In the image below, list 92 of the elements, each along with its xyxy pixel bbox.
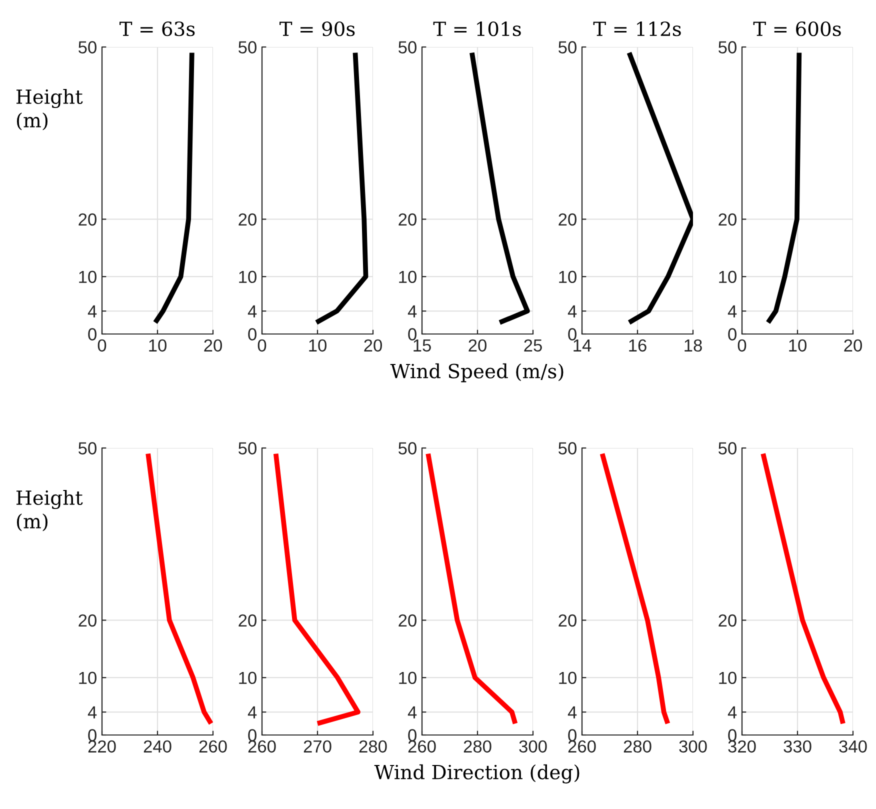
- y-tick-label: 4: [408, 706, 417, 718]
- y-tick-label: 0: [248, 328, 256, 340]
- y-tick-label: 20: [78, 213, 96, 226]
- y-tick-label: 0: [88, 328, 96, 340]
- y-tick-label: 20: [238, 213, 256, 226]
- chart-title: T = 63s: [120, 21, 195, 36]
- y-tick-label: 50: [718, 442, 736, 454]
- y-tick-label: 20: [558, 213, 576, 226]
- y-tick-label: 50: [238, 442, 256, 454]
- y-tick-label: 20: [558, 614, 576, 627]
- line-series: [146, 451, 213, 726]
- x-tick-label: 300: [519, 740, 547, 753]
- x-tick-label: 280: [464, 740, 492, 753]
- line-series: [426, 451, 518, 726]
- x-axis-title: Wind Direction (deg): [374, 764, 580, 784]
- line-series: [273, 451, 360, 726]
- x-tick-label: 280: [624, 740, 652, 753]
- y-tick-label: 20: [398, 213, 416, 226]
- x-tick-label: 270: [304, 740, 332, 753]
- y-tick-label: 10: [719, 672, 736, 684]
- x-tick-label: 10: [309, 339, 326, 352]
- x-tick-label: 20: [204, 339, 222, 352]
- y-tick-label: 20: [238, 614, 256, 627]
- y-tick-label: 10: [399, 270, 416, 284]
- y-axis-title: Height (m): [16, 88, 83, 130]
- y-tick-label: 10: [399, 672, 416, 684]
- y-tick-label: 50: [398, 41, 416, 54]
- y-tick-label: 50: [78, 41, 96, 54]
- x-tick-label: 18: [684, 339, 702, 352]
- x-tick-label: 240: [144, 740, 172, 753]
- chart-title: T = 101s: [433, 21, 521, 36]
- x-tick-label: 15: [414, 340, 431, 352]
- x-tick-label: 0: [738, 339, 746, 352]
- x-tick-label: 10: [789, 339, 806, 352]
- y-tick-label: 4: [248, 706, 257, 718]
- y-axis-title: Height (m): [16, 490, 83, 532]
- y-tick-label: 20: [78, 614, 96, 627]
- y-tick-label: 10: [79, 672, 96, 684]
- y-tick-label: 4: [728, 305, 737, 318]
- y-tick-label: 4: [88, 305, 97, 318]
- line-series: [470, 50, 530, 325]
- y-tick-label: 4: [408, 305, 417, 318]
- x-tick-label: 220: [88, 740, 116, 753]
- x-tick-label: 25: [524, 339, 542, 352]
- y-tick-label: 0: [728, 328, 736, 340]
- x-tick-label: 340: [839, 740, 867, 753]
- y-tick-label: 4: [568, 305, 577, 318]
- y-tick-label: 4: [568, 706, 577, 718]
- y-tick-label: 20: [718, 213, 736, 226]
- chart-title: T = 90s: [280, 21, 355, 36]
- x-tick-label: 14: [574, 340, 592, 352]
- y-tick-label: 0: [728, 729, 736, 742]
- y-tick-label: 10: [559, 672, 576, 684]
- y-tick-label: 20: [398, 614, 416, 627]
- y-tick-label: 0: [408, 328, 416, 340]
- x-tick-label: 330: [784, 740, 812, 753]
- x-tick-label: 20: [468, 339, 486, 352]
- y-tick-label: 50: [718, 41, 736, 54]
- y-tick-label: 10: [79, 270, 96, 284]
- x-tick-label: 20: [844, 339, 862, 352]
- x-tick-label: 260: [248, 740, 276, 753]
- x-tick-label: 0: [258, 339, 266, 352]
- x-tick-label: 260: [568, 740, 596, 753]
- y-tick-label: 50: [398, 442, 416, 454]
- y-tick-label: 10: [239, 270, 256, 284]
- x-tick-label: 300: [679, 740, 707, 753]
- line-series: [600, 451, 670, 726]
- x-tick-label: 0: [98, 339, 106, 352]
- x-tick-label: 16: [629, 339, 646, 352]
- y-tick-label: 50: [558, 442, 576, 454]
- x-tick-label: 10: [149, 339, 166, 352]
- y-tick-label: 50: [238, 41, 256, 54]
- y-tick-label: 20: [718, 614, 736, 627]
- x-tick-label: 280: [359, 740, 387, 753]
- y-tick-label: 0: [568, 328, 576, 340]
- y-tick-label: 10: [719, 270, 736, 284]
- y-tick-label: 4: [248, 305, 257, 318]
- chart-title: T = 600s: [753, 21, 841, 36]
- y-tick-label: 50: [78, 442, 96, 454]
- x-tick-label: 260: [199, 740, 227, 753]
- chart-title: T = 112s: [593, 21, 681, 36]
- x-tick-label: 320: [728, 740, 756, 753]
- y-tick-label: 50: [558, 41, 576, 54]
- y-tick-label: 4: [728, 706, 737, 718]
- x-tick-label: 20: [364, 339, 382, 352]
- y-tick-label: 10: [559, 270, 576, 284]
- y-tick-label: 4: [88, 706, 97, 718]
- x-tick-label: 260: [408, 740, 436, 753]
- line-series: [626, 50, 693, 325]
- y-tick-label: 10: [239, 672, 256, 684]
- x-axis-title: Wind Speed (m/s): [390, 363, 564, 382]
- line-series: [760, 451, 846, 726]
